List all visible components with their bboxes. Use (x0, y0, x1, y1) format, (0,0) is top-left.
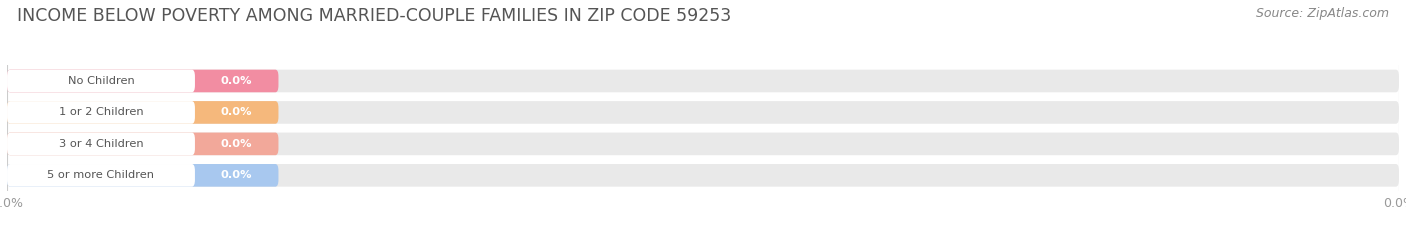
FancyBboxPatch shape (7, 164, 195, 187)
Text: 3 or 4 Children: 3 or 4 Children (59, 139, 143, 149)
FancyBboxPatch shape (7, 70, 195, 92)
FancyBboxPatch shape (7, 133, 195, 155)
Text: 0.0%: 0.0% (221, 76, 253, 86)
FancyBboxPatch shape (7, 164, 1399, 187)
FancyBboxPatch shape (7, 133, 1399, 155)
Text: No Children: No Children (67, 76, 135, 86)
FancyBboxPatch shape (7, 101, 278, 124)
FancyBboxPatch shape (7, 133, 278, 155)
Text: 0.0%: 0.0% (221, 107, 253, 117)
Text: 5 or more Children: 5 or more Children (48, 170, 155, 180)
Text: 1 or 2 Children: 1 or 2 Children (59, 107, 143, 117)
Text: INCOME BELOW POVERTY AMONG MARRIED-COUPLE FAMILIES IN ZIP CODE 59253: INCOME BELOW POVERTY AMONG MARRIED-COUPL… (17, 7, 731, 25)
FancyBboxPatch shape (7, 164, 278, 187)
FancyBboxPatch shape (7, 70, 1399, 92)
Text: 0.0%: 0.0% (221, 139, 253, 149)
FancyBboxPatch shape (7, 101, 1399, 124)
Text: 0.0%: 0.0% (221, 170, 253, 180)
FancyBboxPatch shape (7, 101, 195, 124)
Text: Source: ZipAtlas.com: Source: ZipAtlas.com (1256, 7, 1389, 20)
FancyBboxPatch shape (7, 70, 278, 92)
